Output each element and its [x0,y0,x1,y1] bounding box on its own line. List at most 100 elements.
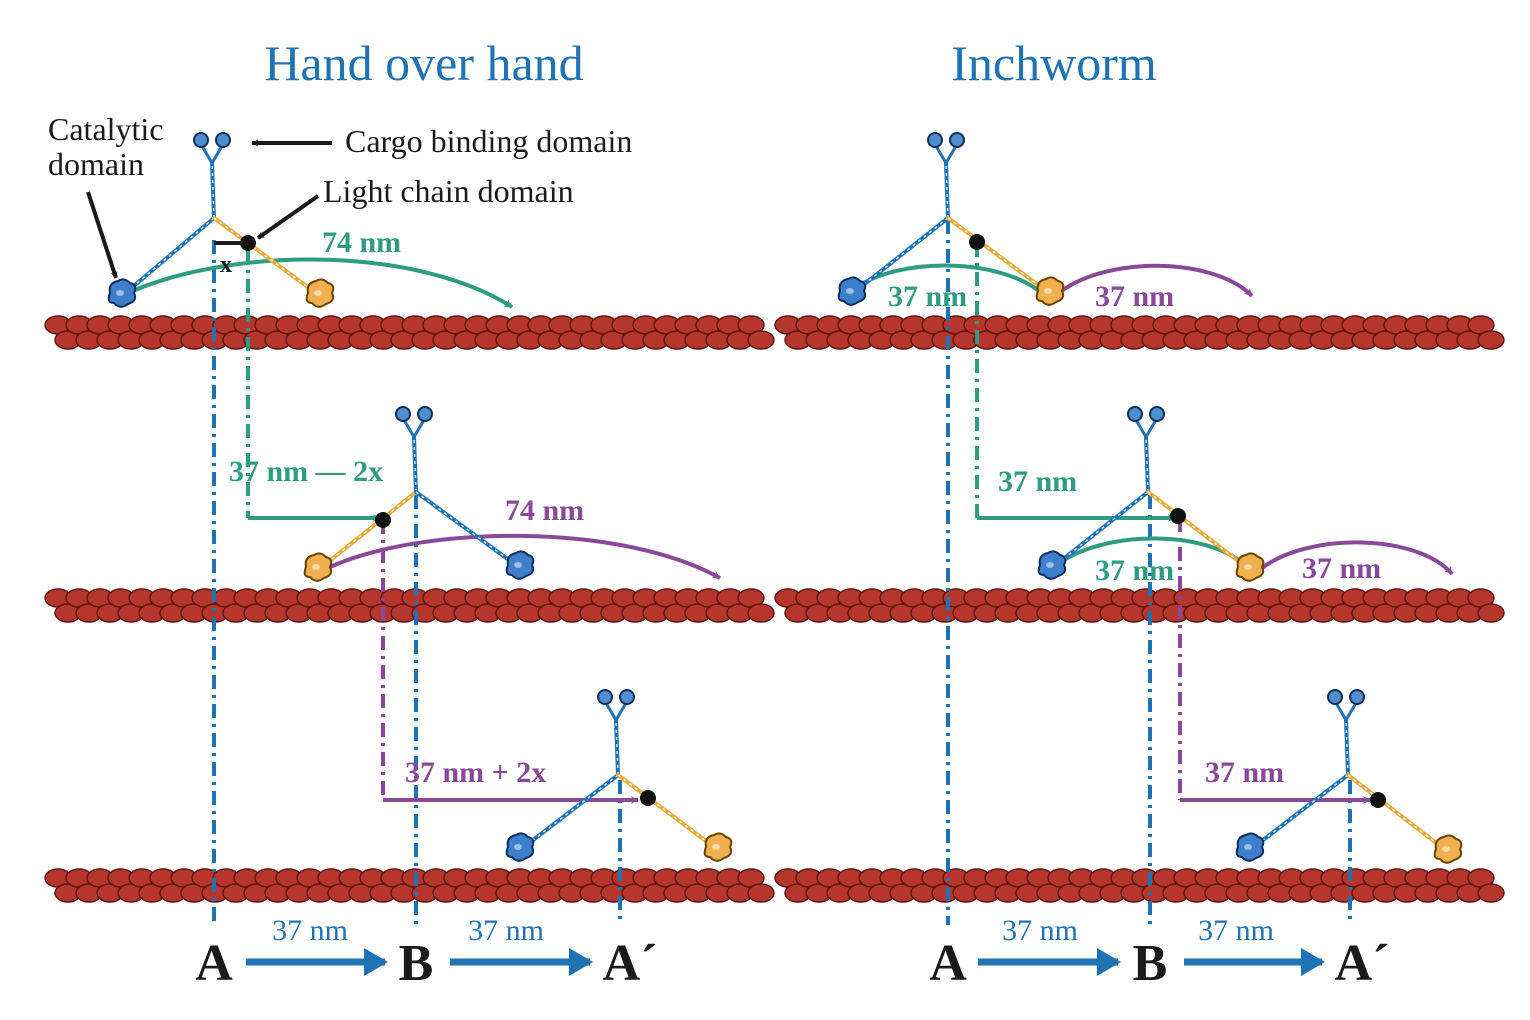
myosin-motors [107,132,1463,864]
catalytic-domain-blue-shine [1244,844,1252,850]
cargo-binding-domain-right [417,406,433,422]
actin-monomer [747,603,775,623]
cargo-binding-domain-left [1327,689,1343,705]
coiled-coil [316,490,418,572]
catalytic-domain-blue-shine [846,288,854,294]
left-pos-a-prime: A´ [603,935,658,992]
right-pos-a: A [929,935,967,992]
coiled-coil [616,773,720,852]
coiled-coil-twist [1145,436,1149,493]
light-chain-marker [1370,792,1386,808]
coiled-coil-twist [415,491,521,569]
lbl-left-step2-green: 37 nm — 2x [229,455,383,488]
motor-right-3 [1235,689,1463,864]
motor-right-1 [837,132,1065,306]
left-dist-2: 37 nm [468,914,544,947]
catalytic-domain-blue-shine [1046,562,1054,568]
right-arrow-b-a2-head [1301,948,1325,976]
bottom-axis-arrows [246,948,1325,976]
coiled-coil-twist [211,162,215,219]
cargo-binding-domain-left [1127,406,1143,422]
lbl-right-step1-purple: 37 nm [1095,280,1174,313]
motor-left-3 [505,689,733,862]
cargo-stalk-right [944,145,958,164]
coiled-coil-twist [947,217,1051,295]
right-actin-row-1 [774,315,1505,350]
coiled-coil-twist [121,217,215,297]
catalytic-domain-orange-shine [314,290,322,296]
x-offset-label: x [220,252,232,278]
coiled-coil-twist [413,436,417,493]
cargo-binding-domain-left [597,689,613,705]
title-inchworm: Inchworm [951,35,1157,91]
lbl-right-step1-green: 37 nm [888,280,967,313]
cargo-stalk-left [604,702,618,721]
coiled-coil-twist [1147,491,1251,571]
actin-monomer [747,330,775,350]
cargo-binding-domain-right [619,689,635,705]
lbl-left-step2-purple: 74 nm [505,494,584,527]
motor-left-2 [303,406,535,582]
label-catalytic-line2: domain [48,146,144,182]
pointer-catalytic [86,191,118,279]
right-dist-1: 37 nm [1002,914,1078,947]
cargo-stalk-left [1134,419,1148,438]
title-hand-over-hand: Hand over hand [264,35,583,91]
catalytic-domain-orange-shine [1244,564,1252,570]
catalytic-domain-orange-shine [712,844,720,850]
light-chain-marker [1170,508,1186,524]
actin-monomer [1477,603,1505,623]
coiled-coil-twist [615,719,619,776]
actin-monomer [747,883,775,903]
cargo-binding-domain-right [1349,689,1365,705]
right-arrow-a-b-head [1097,948,1121,976]
left-arrow-b-a2-head [569,948,593,976]
cargo-binding-domain-left [395,406,411,422]
light-chain-marker [969,234,985,250]
label-light-chain: Light chain domain [323,173,574,209]
arrow-left-step1-green [129,257,514,309]
catalytic-domain-orange-shine [1442,846,1450,852]
cargo-binding-domain-left [193,132,209,148]
label-cargo-binding: Cargo binding domain [345,123,632,159]
arrow-left-step2-purple [327,533,721,580]
cargo-binding-domain-right [215,132,231,148]
lbl-left-step1-green: 74 nm [322,226,401,259]
left-actin-row-1 [44,315,775,350]
coiled-coil [1050,490,1150,570]
catalytic-domain-orange-shine [312,564,320,570]
label-catalytic-line1: Catalytic [48,111,164,147]
left-actin-row-3 [44,868,775,903]
coiled-coil-twist [945,162,949,219]
left-dist-1: 37 nm [272,914,348,947]
cargo-stalk-right [614,702,628,721]
right-dist-2: 37 nm [1198,914,1274,947]
right-actin-row-3 [774,868,1505,903]
coiled-coil [850,216,950,296]
cargo-stalk-left [1334,702,1348,721]
left-actin-row-2 [44,588,775,623]
cargo-binding-domain-right [949,132,965,148]
cargo-binding-domain-left [927,132,943,148]
catalytic-domain-blue-shine [514,562,522,568]
lbl-right-step2-green: 37 nm [1095,554,1174,587]
pointer-light-chain [256,194,320,240]
catalytic-domain-blue-shine [116,290,124,296]
motor-right-2 [1037,406,1265,582]
actin-monomer [1477,883,1505,903]
coiled-coil-twist [1345,719,1349,776]
cargo-stalk-left [402,419,416,438]
cargo-stalk-left [200,145,214,164]
left-arrow-a-b-head [364,948,388,976]
left-pos-a: A [195,935,233,992]
coiled-coil [1248,773,1350,852]
catalytic-domain-orange-shine [1044,288,1052,294]
lbl-right-step2-purple: 37 nm [1302,552,1381,585]
left-pos-b: B [399,935,434,992]
light-chain-marker [375,512,391,528]
cargo-stalk-right [412,419,426,438]
position-guides [212,220,1352,925]
right-pos-a-prime: A´ [1335,935,1390,992]
coiled-coil-twist [213,217,321,297]
